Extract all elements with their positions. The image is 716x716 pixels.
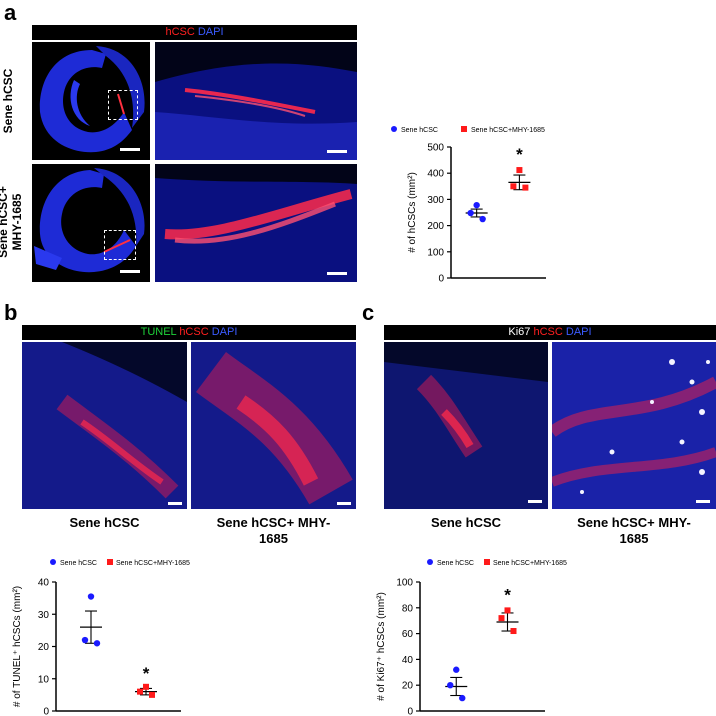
data-point [510,628,517,635]
y-tick-label: 20 [402,681,414,692]
stain-tunel: TUNEL [140,326,177,338]
y-tick-label: 400 [427,169,444,180]
data-point [453,666,460,673]
panel-a-stain-bar: hCSC DAPI [32,25,357,40]
data-point [447,682,454,689]
data-point [81,636,89,644]
panel-b-stain-bar: TUNEL hCSC DAPI [22,325,356,340]
data-point [479,215,486,223]
stain-dapi: DAPI [565,326,592,338]
micrograph-a-mhy-overview [32,164,150,282]
significance-star: * [504,585,511,604]
data-point [137,688,143,695]
caption-b-mhy: Sene hCSC+ MHY-1685 [216,515,331,546]
micrograph-a-sene-overview [32,42,150,160]
scale-bar [120,148,140,151]
stain-hcsc: hCSC [165,26,195,38]
y-tick-label: 300 [427,195,444,206]
data-point [504,607,511,614]
data-point [149,691,155,698]
legend-marker-mhy [484,559,490,565]
micrograph-a-sene-zoom [155,42,357,160]
chart-b: Sene hCSC Sene hCSC+MHY-1685 0 10 20 30 40 # … [12,559,190,716]
scale-bar [337,502,351,505]
data-point [467,209,474,217]
micrograph-c-sene [384,342,548,509]
scale-bar [528,500,542,503]
legend-label-mhy: Sene hCSC+MHY-1685 [116,560,190,567]
data-point [522,184,529,191]
y-tick-label: 200 [427,221,444,232]
legend-marker-sene [391,126,397,132]
scale-bar [120,270,140,273]
legend-marker-sene [427,559,433,565]
y-axis-label: # of Ki67⁺ hCSCs (mm²) [376,592,387,701]
y-tick-label: 0 [438,274,444,285]
panel-c-stain-bar: Ki67 hCSC DAPI [384,325,716,340]
stain-hcsc: hCSC [533,326,563,338]
zoom-region-box [108,90,138,120]
y-tick-label: 10 [38,674,50,685]
y-tick-label: 500 [427,143,444,154]
significance-star: * [143,664,150,683]
legend-marker-mhy [107,559,113,565]
micrograph-a-mhy-zoom [155,164,357,282]
legend-label-mhy: Sene hCSC+MHY-1685 [493,560,567,567]
y-tick-label: 80 [402,603,414,614]
legend: Sene hCSC Sene hCSC+MHY-1685 [50,559,190,567]
legend-marker-sene [50,559,56,565]
legend-label-sene: Sene hCSC [60,560,97,567]
data-point [459,694,466,702]
y-tick-label: 60 [402,629,414,640]
data-point [473,201,480,209]
caption-b-sene: Sene hCSC [69,515,140,530]
caption-c-sene: Sene hCSC [430,515,502,530]
micrograph-b-mhy [191,342,356,509]
y-axis-label: # of TUNEL⁺ hCSCs (mm²) [12,586,23,707]
chart-c: Sene hCSC Sene hCSC+MHY-1685 0 20 40 60 80 10… [376,559,567,716]
y-axis-label: # of hCSCs (mm²) [407,172,418,253]
y-tick-label: 0 [407,707,413,716]
y-tick-label: 30 [38,610,50,621]
micrograph-c-mhy [552,342,716,509]
legend-label-sene: Sene hCSC [401,127,438,134]
stain-ki67: Ki67 [508,326,531,338]
data-point [87,593,95,600]
scale-bar [168,502,182,505]
legend: Sene hCSC Sene hCSC+MHY-1685 [427,559,567,567]
stain-dapi: DAPI [211,326,238,338]
scale-bar [327,272,347,275]
legend-label-sene: Sene hCSC [437,560,474,567]
micrograph-b-sene [22,342,187,509]
data-point [93,640,101,647]
panel-b-letter: b [4,300,18,325]
legend-marker-mhy [461,126,467,132]
y-tick-label: 100 [427,247,444,258]
panel-a-letter: a [4,0,17,25]
data-point [510,183,517,190]
row-label-sene: Sene hCSC [1,68,15,134]
significance-star: * [516,145,523,164]
row-label-sene-mhy: Sene hCSC+ MHY-1685 [0,186,24,258]
stain-hcsc: hCSC [179,326,209,338]
legend-label-mhy: Sene hCSC+MHY-1685 [471,127,545,134]
stain-dapi: DAPI [197,26,224,38]
scale-bar [696,500,710,503]
data-point [498,615,505,622]
scale-bar [327,150,347,153]
y-tick-label: 40 [38,578,50,589]
panel-c-letter: c [362,300,375,325]
data-point [516,167,523,174]
y-tick-label: 20 [38,642,50,653]
data-point [143,683,149,690]
legend: Sene hCSC Sene hCSC+MHY-1685 [391,126,545,134]
chart-a: Sene hCSC Sene hCSC+MHY-1685 0 100 200 300 4… [391,126,546,285]
y-tick-label: 100 [396,578,413,589]
y-tick-label: 0 [43,707,49,716]
caption-c-mhy: Sene hCSC+ MHY-1685 [577,515,691,546]
zoom-region-box [104,230,136,260]
y-tick-label: 40 [402,655,414,666]
